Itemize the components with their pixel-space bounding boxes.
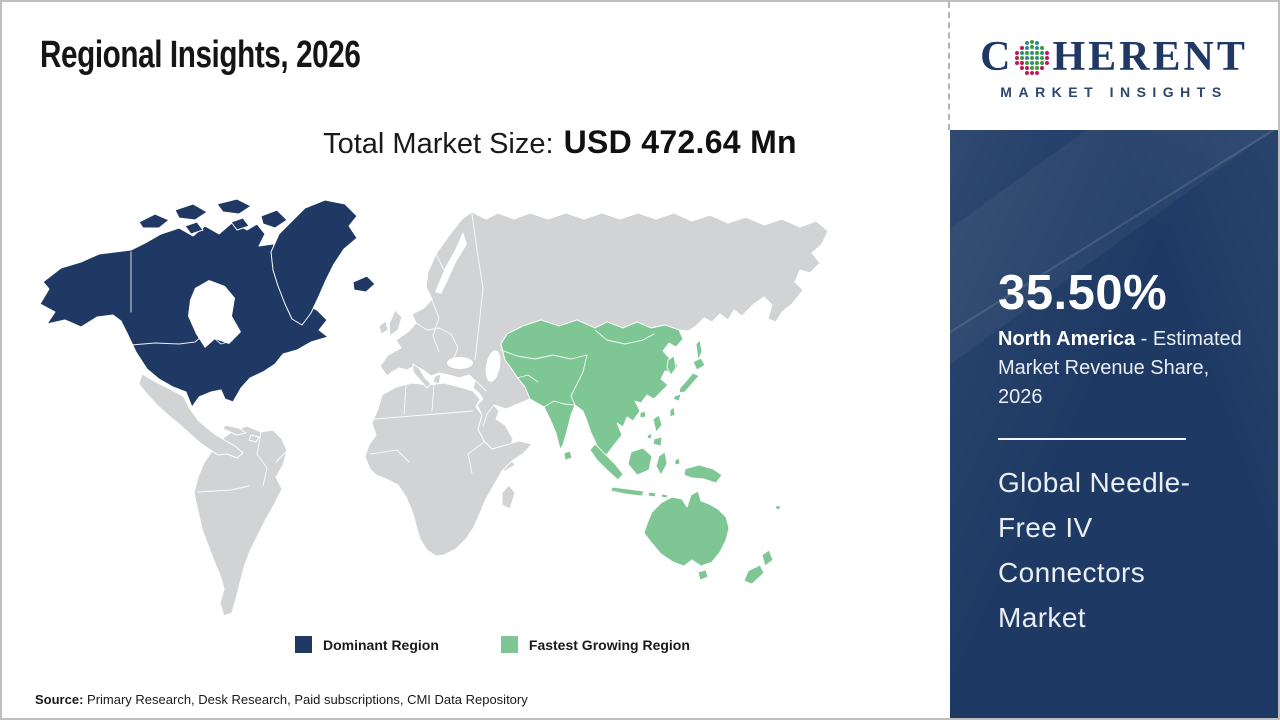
region-asia-pacific <box>500 319 782 585</box>
market-share-value: 35.50% <box>998 266 1168 320</box>
source-label: Source: <box>35 692 84 707</box>
total-market-size: Total Market Size: USD 472.64 Mn <box>323 124 797 161</box>
brand-letters-rest: HERENT <box>1052 34 1248 80</box>
world-map-svg <box>39 198 829 617</box>
source-text: Primary Research, Desk Research, Paid su… <box>87 692 528 707</box>
world-map <box>35 192 915 622</box>
market-name-line-3: Connectors <box>998 557 1146 589</box>
legend-label-fastest-growing: Fastest Growing Region <box>528 636 690 653</box>
legend-item-fastest-growing: Fastest Growing Region <box>500 636 690 653</box>
brand-wordmark: C HERENT <box>980 36 1248 78</box>
source-note: Source: Primary Research, Desk Research,… <box>35 692 528 707</box>
market-name-line-2: Free IV <box>998 512 1093 544</box>
divider-line <box>998 438 1186 441</box>
market-name: Global Needle- Free IV Connectors Market <box>998 460 1248 640</box>
market-share-description: North America - Estimated Market Revenue… <box>998 325 1248 412</box>
total-market-size-value: USD 472.64 Mn <box>563 124 797 160</box>
market-name-line-4: Market <box>998 602 1086 634</box>
sidebar-content: 35.50% North America - Estimated Market … <box>950 130 1278 640</box>
page-title: Regional Insights, 2026 <box>40 34 361 76</box>
seas <box>188 232 501 382</box>
market-share-desc-text: - Estimated Market Revenue Share, 2026 <box>998 328 1242 409</box>
legend-label-dominant: Dominant Region <box>323 636 439 653</box>
legend-item-dominant: Dominant Region <box>295 636 439 653</box>
total-market-size-label: Total Market Size: <box>323 128 554 160</box>
brand-tagline: MARKET INSIGHTS <box>1000 84 1228 100</box>
fastest-growing-region-swatch <box>500 636 518 653</box>
map-legend: Dominant Region Fastest Growing Region <box>295 636 690 653</box>
market-name-line-1: Global Needle- <box>998 467 1191 499</box>
brand-logo: C HERENT MARKET INSIGHTS <box>948 2 1278 130</box>
region-north-america <box>39 198 376 408</box>
country-borders <box>130 213 655 493</box>
brand-letter-c: C <box>980 34 1014 80</box>
globe-dots-icon <box>1015 40 1050 75</box>
sidebar: 35.50% North America - Estimated Market … <box>950 130 1278 718</box>
market-share-region: North America <box>998 328 1136 351</box>
dominant-region-swatch <box>295 636 312 653</box>
